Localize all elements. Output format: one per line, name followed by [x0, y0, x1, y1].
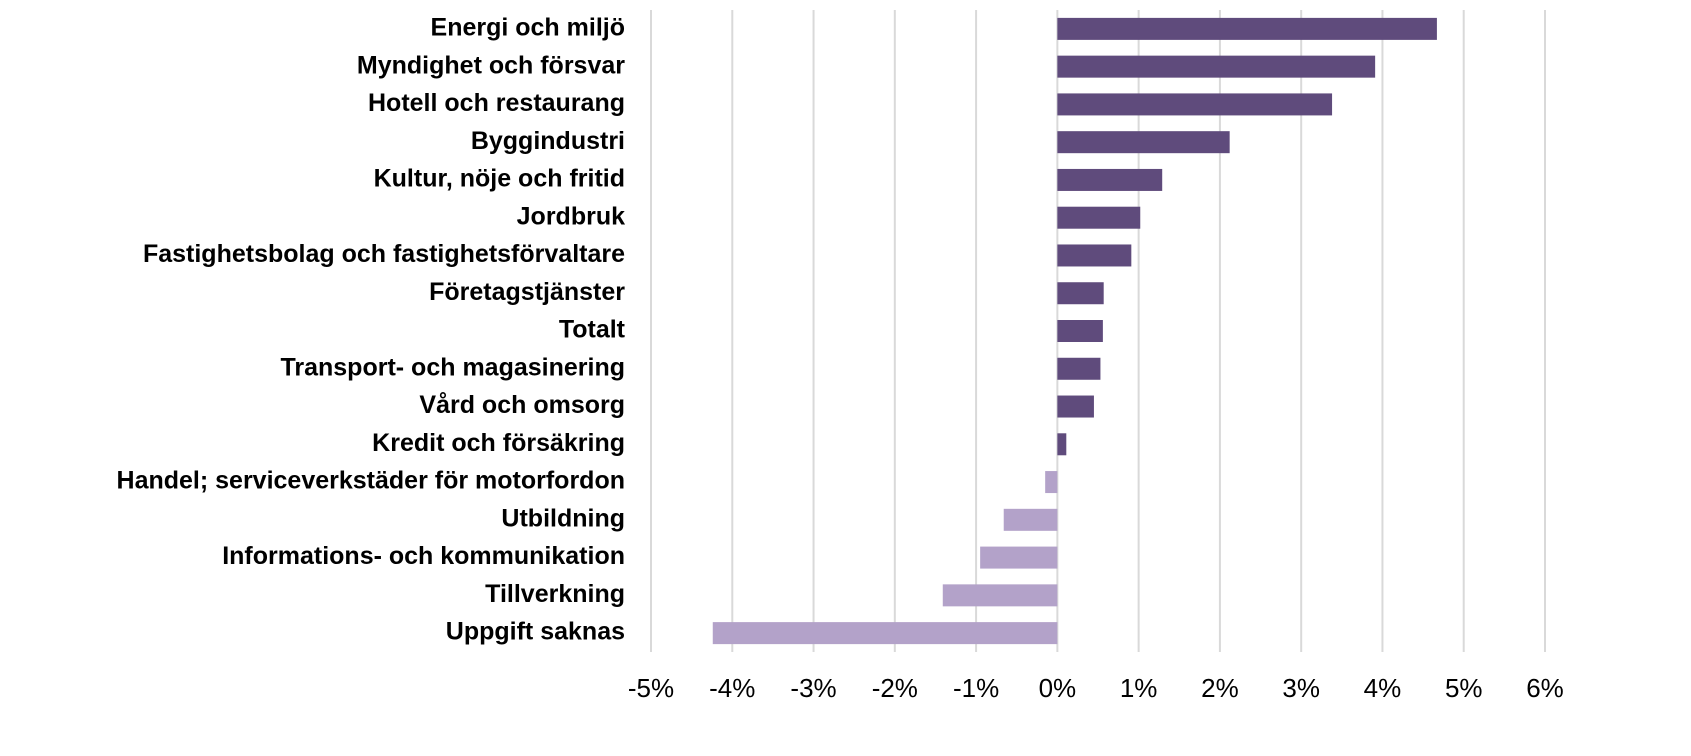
category-label: Byggindustri — [471, 127, 625, 155]
bar — [1057, 282, 1104, 305]
bar — [1057, 55, 1376, 78]
category-label: Hotell och restaurang — [368, 89, 625, 117]
x-tick-label: -1% — [953, 673, 999, 703]
x-tick-label: -5% — [628, 673, 674, 703]
bar — [1057, 433, 1067, 456]
category-label: Företagstjänster — [429, 278, 625, 306]
category-label: Myndighet och försvar — [357, 51, 625, 79]
category-label: Kredit och försäkring — [372, 429, 625, 457]
x-tick-label: 0% — [1039, 673, 1077, 703]
x-tick-label: 4% — [1364, 673, 1402, 703]
category-label: Totalt — [559, 316, 626, 344]
category-label: Kultur, nöje och fritid — [374, 165, 625, 193]
category-label: Fastighetsbolag och fastighetsförvaltare — [143, 240, 625, 268]
bar — [712, 622, 1058, 645]
category-label: Jordbruk — [517, 202, 625, 230]
x-tick-label: -3% — [790, 673, 836, 703]
bar — [1045, 471, 1058, 494]
x-tick-label: 6% — [1526, 673, 1564, 703]
category-label: Uppgift saknas — [446, 618, 625, 646]
category-label: Transport- och magasinering — [280, 353, 625, 381]
category-label: Handel; serviceverkstäder för motorfordo… — [117, 467, 625, 495]
x-tick-label: 2% — [1201, 673, 1239, 703]
bar — [980, 546, 1058, 569]
bar — [1057, 168, 1163, 191]
x-tick-label: -4% — [709, 673, 755, 703]
bar — [1003, 508, 1058, 531]
bar — [1057, 131, 1230, 154]
x-tick-label: 3% — [1282, 673, 1320, 703]
bar — [1057, 93, 1333, 116]
bar — [1057, 395, 1094, 418]
bar — [1057, 244, 1132, 267]
bar — [1057, 320, 1103, 342]
category-label: Energi och miljö — [431, 13, 625, 41]
category-label: Informations- och kommunikation — [222, 542, 625, 570]
bar — [1057, 357, 1101, 380]
category-label: Tillverkning — [485, 580, 625, 608]
x-tick-label: 1% — [1120, 673, 1158, 703]
x-tick-label: -2% — [872, 673, 918, 703]
category-label: Vård och omsorg — [419, 391, 625, 419]
x-tick-label: 5% — [1445, 673, 1483, 703]
category-label: Utbildning — [501, 504, 625, 532]
bar — [1057, 206, 1141, 229]
bar — [1057, 17, 1437, 40]
bar — [942, 584, 1058, 607]
